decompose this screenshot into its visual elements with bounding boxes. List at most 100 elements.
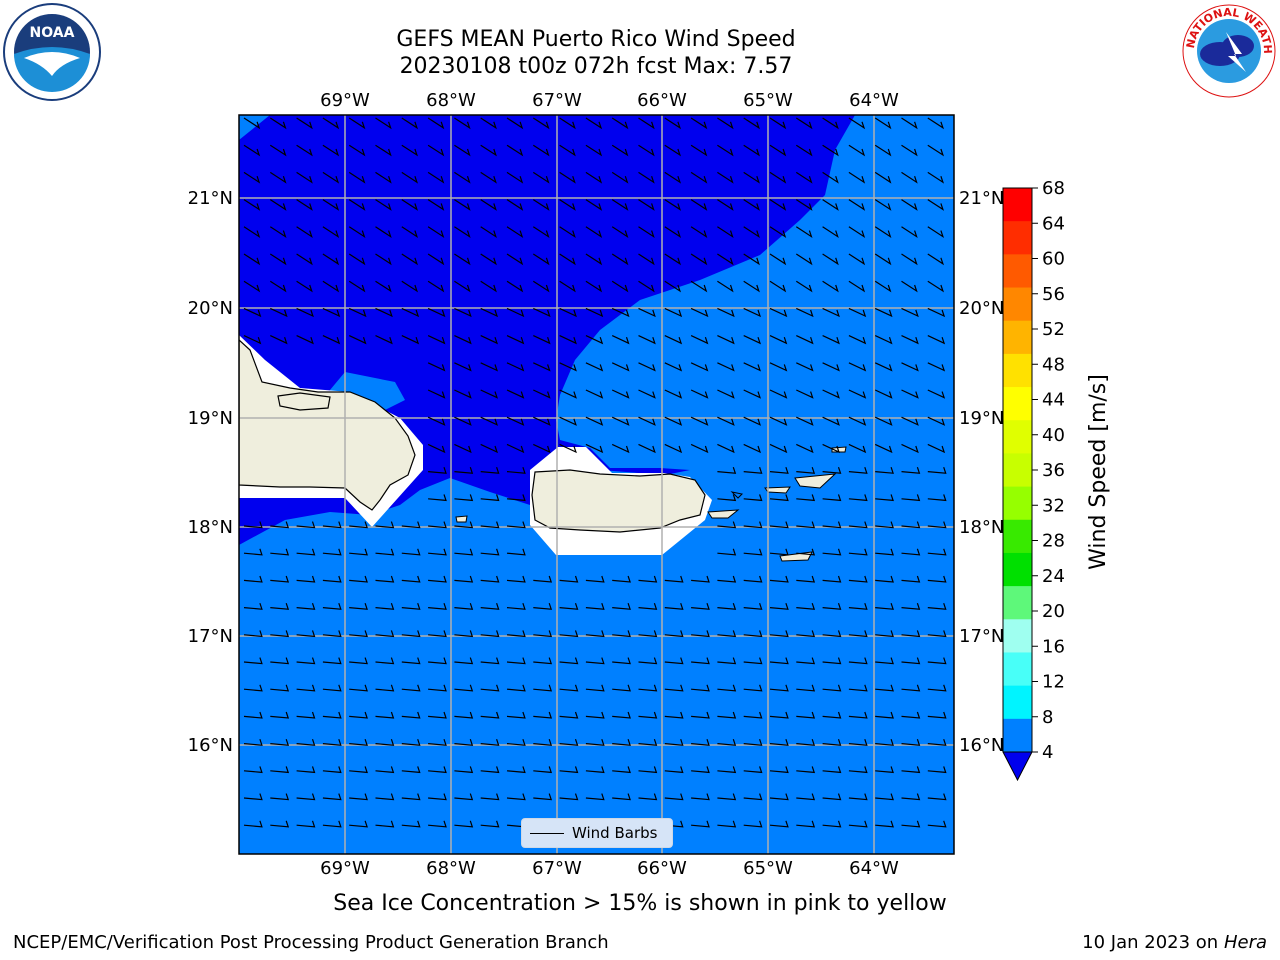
wind-barb	[454, 521, 474, 529]
wind-barb	[611, 389, 630, 399]
wind-barb	[348, 307, 367, 318]
wind-barb	[401, 199, 419, 211]
wind-barb	[611, 416, 630, 426]
wind-barb	[270, 793, 290, 801]
wind-barb	[480, 575, 500, 583]
wind-barb	[454, 820, 474, 828]
wind-barb	[506, 494, 526, 502]
wind-barb	[638, 389, 656, 399]
wind-barb	[927, 171, 945, 184]
wind-barb	[901, 575, 921, 583]
wind-barb	[927, 684, 947, 692]
wind-barb	[375, 820, 395, 828]
wind-barb	[322, 144, 340, 157]
wind-barb	[638, 739, 658, 746]
colorbar-segment	[1003, 353, 1032, 388]
footer-host: Hera	[1223, 932, 1267, 953]
lon-label-top: 66°W	[637, 90, 687, 111]
wind-barb	[664, 171, 682, 184]
wind-barb	[664, 766, 684, 774]
colorbar-segment	[1003, 685, 1032, 720]
wind-barb	[532, 199, 550, 211]
wind-barb	[901, 226, 918, 239]
wind-barb	[454, 389, 472, 399]
wind-barb	[506, 548, 526, 556]
wind-barb	[769, 766, 789, 774]
wind-barb	[796, 307, 814, 318]
wind-barb	[822, 603, 842, 610]
wind-barb	[322, 171, 340, 184]
wind-barb	[506, 793, 526, 801]
wind-barb	[296, 253, 313, 266]
wind-barb	[401, 603, 421, 610]
wind-barb	[875, 603, 894, 610]
wind-barb	[322, 521, 342, 529]
wind-barb	[269, 280, 287, 293]
colorbar-segment	[1003, 221, 1032, 255]
map-title: GEFS MEAN Puerto Rico Wind Speed	[396, 27, 796, 52]
wind-barb	[717, 280, 734, 293]
wind-barb	[559, 335, 577, 345]
wind-barb	[427, 199, 445, 211]
wind-barb	[506, 171, 524, 184]
wind-barb	[874, 253, 892, 266]
wind-barb	[927, 389, 946, 399]
wind-barb	[454, 307, 472, 318]
wind-barb	[349, 766, 368, 774]
wind-barb	[664, 416, 683, 426]
wind-barb	[638, 575, 658, 583]
noaa-logo: NOAA	[3, 3, 101, 101]
wind-barb	[717, 711, 737, 719]
wind-barb	[375, 630, 395, 638]
wind-barb	[296, 657, 316, 665]
wind-barb	[795, 144, 813, 157]
wind-barb	[454, 443, 472, 454]
wind-barb	[427, 117, 445, 130]
wind-barb	[769, 657, 789, 665]
wind-barb	[717, 521, 737, 529]
lon-label-top: 67°W	[532, 90, 582, 111]
wind-barb	[296, 335, 314, 345]
wind-barb	[927, 521, 947, 529]
wind-barb	[349, 657, 368, 665]
wind-barb	[795, 117, 813, 130]
wind-barb	[927, 766, 947, 774]
wind-barb	[348, 226, 366, 239]
wind-barb	[585, 630, 605, 638]
wind-barb	[375, 144, 392, 157]
wind-barb	[901, 362, 919, 372]
wind-barb	[506, 416, 525, 426]
wind-barb	[796, 657, 816, 665]
lat-label-right: 19°N	[959, 408, 1004, 429]
wind-barb	[296, 739, 316, 746]
wind-barb	[559, 199, 576, 211]
wind-barb	[612, 657, 631, 665]
wind-barb	[901, 144, 918, 157]
wind-barb	[927, 657, 947, 665]
wind-barb	[612, 739, 631, 746]
wind-barb	[927, 199, 945, 211]
wind-barb	[401, 548, 421, 556]
wind-barb	[743, 467, 763, 474]
wind-barb	[927, 443, 946, 454]
lon-label-bottom: 65°W	[743, 858, 793, 879]
wind-barb	[401, 684, 421, 692]
wind-barb	[428, 657, 447, 665]
wind-barb	[296, 630, 316, 638]
wind-barb	[506, 467, 526, 474]
wind-barb	[611, 199, 629, 211]
wind-barb	[822, 521, 842, 529]
wind-barb	[375, 521, 395, 529]
wind-barb	[638, 416, 656, 426]
wind-barb	[612, 575, 631, 583]
wind-barb	[638, 199, 655, 211]
wind-barb	[691, 684, 710, 692]
wind-barb	[480, 144, 497, 157]
wind-barb	[506, 684, 526, 692]
wind-barb	[559, 307, 577, 318]
wind-barb	[401, 766, 421, 774]
wind-barb	[901, 307, 919, 318]
wind-barb	[401, 144, 419, 157]
wind-barb	[296, 521, 316, 529]
colorbar-segment	[1003, 320, 1032, 355]
